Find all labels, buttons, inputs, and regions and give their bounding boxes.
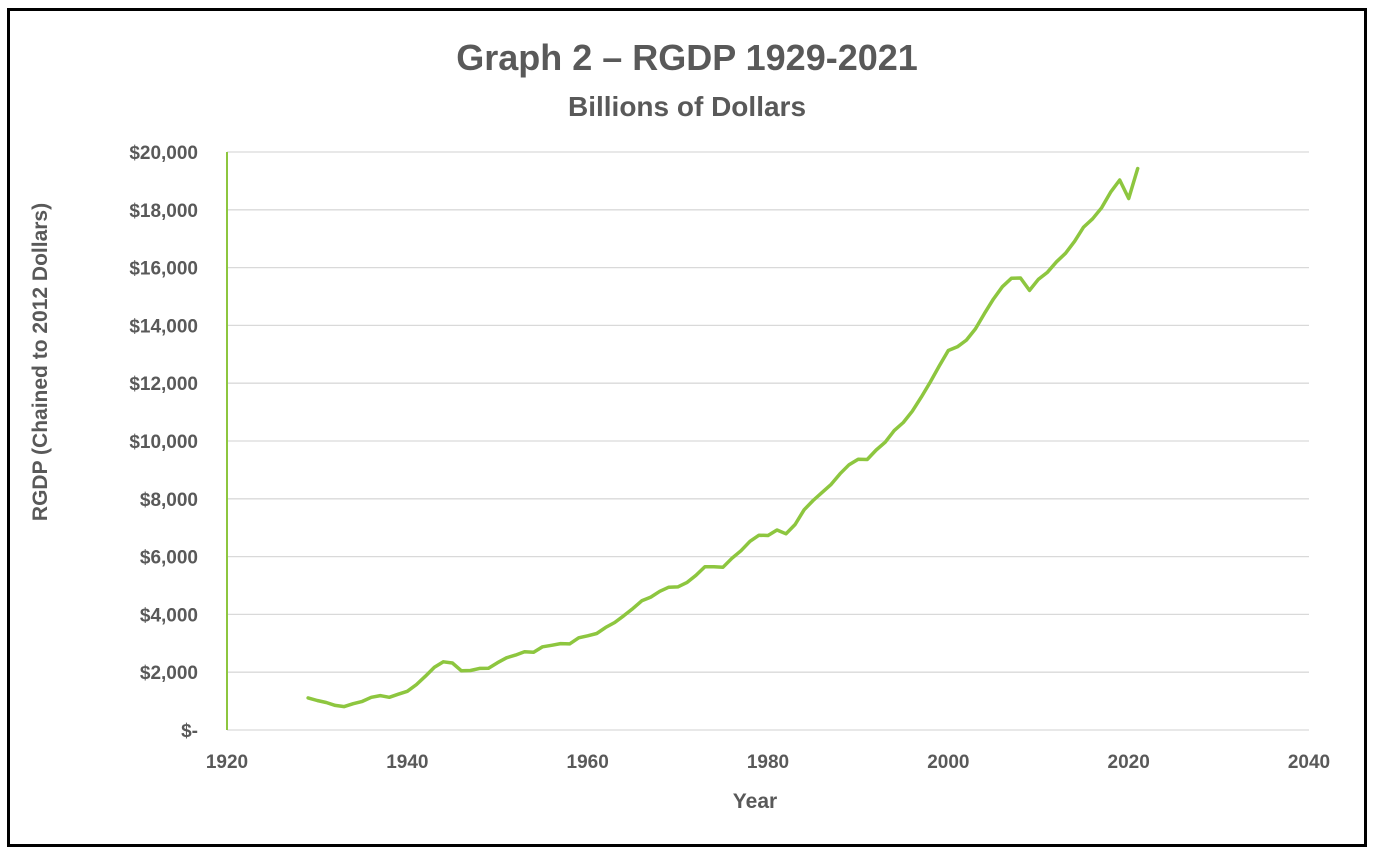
series-layer xyxy=(306,166,1140,709)
x-tick-label: 1920 xyxy=(206,752,248,773)
y-axis-title: RGDP (Chained to 2012 Dollars) xyxy=(29,203,52,521)
y-tick-labels: $- $2,000 $4,000 $6,000 $8,000 $10,000 $12,000… xyxy=(129,143,198,742)
chart-title: Graph 2 – RGDP 1929-2021 xyxy=(456,37,918,78)
gridlines xyxy=(227,151,1309,731)
y-tick-label: $12,000 xyxy=(129,374,198,395)
chart-subtitle: Billions of Dollars xyxy=(568,91,806,122)
y-tick-label: $- xyxy=(181,721,198,742)
y-tick-label: $2,000 xyxy=(140,663,198,684)
x-axis-title: Year xyxy=(733,790,777,813)
x-tick-label: 2020 xyxy=(1108,752,1150,773)
y-tick-label: $4,000 xyxy=(140,605,198,626)
chart-frame xyxy=(7,8,1367,847)
x-tick-label: 1960 xyxy=(567,752,609,773)
y-tick-label: $14,000 xyxy=(129,316,198,337)
y-tick-label: $10,000 xyxy=(129,432,198,453)
y-tick-label: $16,000 xyxy=(129,259,198,280)
y-tick-label: $20,000 xyxy=(129,143,198,164)
x-tick-label: 1980 xyxy=(747,752,789,773)
y-tick-label: $18,000 xyxy=(129,201,198,222)
x-tick-label: 1940 xyxy=(386,752,428,773)
series-line xyxy=(306,166,1140,709)
x-tick-labels: 1920 1940 1960 1980 2000 2020 2040 xyxy=(206,752,1330,773)
x-tick-label: 2000 xyxy=(927,752,969,773)
y-tick-label: $8,000 xyxy=(140,490,198,511)
x-tick-label: 2040 xyxy=(1288,752,1330,773)
y-tick-label: $6,000 xyxy=(140,548,198,569)
